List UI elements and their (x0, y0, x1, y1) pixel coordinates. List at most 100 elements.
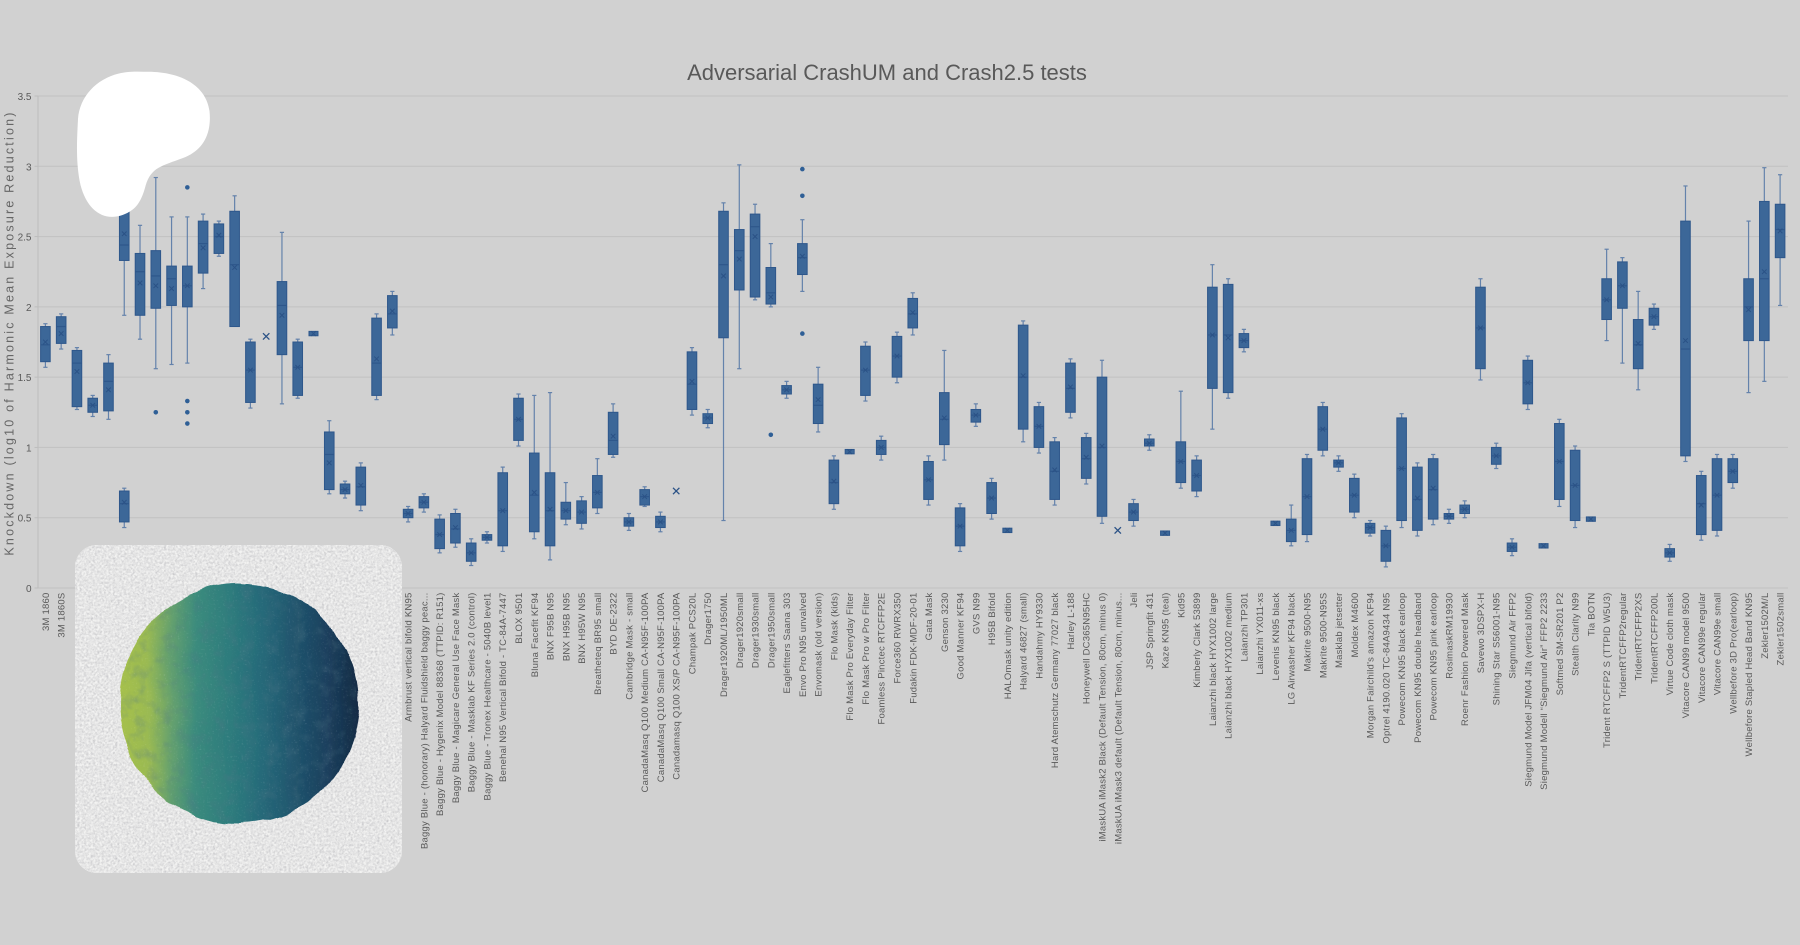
svg-text:Moldex M4600: Moldex M4600 (1350, 593, 1361, 658)
svg-text:Siegmund Modell “Siegmund Air”: Siegmund Modell “Siegmund Air” FFP2 2233 (1539, 593, 1550, 790)
svg-text:Powecom KN95 double headband: Powecom KN95 double headband (1413, 593, 1424, 743)
svg-text:Optrel 4190.020 TC-84A9434 N95: Optrel 4190.020 TC-84A9434 N95 (1381, 593, 1392, 744)
svg-text:TridentRTCFFP2regular: TridentRTCFFP2regular (1618, 593, 1629, 699)
svg-text:LG Airwasher KF94 black: LG Airwasher KF94 black (1287, 592, 1298, 704)
svg-text:Softmed SM-SR201 P2: Softmed SM-SR201 P2 (1555, 593, 1566, 696)
svg-text:GVS N99: GVS N99 (971, 593, 982, 635)
svg-text:Shining Star S56001-N95: Shining Star S56001-N95 (1492, 593, 1503, 706)
svg-text:Savewo 3DSPX-H: Savewo 3DSPX-H (1476, 593, 1487, 674)
svg-text:Envomask (old version): Envomask (old version) (814, 593, 825, 697)
svg-text:BNX H95W N95: BNX H95W N95 (577, 593, 588, 664)
svg-text:Bluna Facefit KF94: Bluna Facefit KF94 (530, 593, 541, 678)
svg-text:Vitacore CAN99e regular: Vitacore CAN99e regular (1697, 593, 1708, 704)
svg-text:Benehal N95 Vertical Bifold -: Benehal N95 Vertical Bifold - TC-84A-744… (498, 593, 509, 782)
svg-text:BYD DE-2322: BYD DE-2322 (609, 593, 620, 655)
svg-text:Zekler1502small: Zekler1502small (1776, 593, 1787, 666)
svg-text:Drager1950small: Drager1950small (766, 593, 777, 669)
svg-text:Laianzhi YX011-xs: Laianzhi YX011-xs (1255, 592, 1266, 674)
svg-text:Baggy Blue - Hygenix Model 883: Baggy Blue - Hygenix Model 88368 (TTPID:… (435, 593, 446, 816)
svg-text:Harley L-188: Harley L-188 (1066, 593, 1077, 650)
svg-text:3M 1860: 3M 1860 (41, 593, 52, 632)
svg-text:Vitacore CAN99e small: Vitacore CAN99e small (1713, 593, 1724, 696)
svg-text:Flo Mask (kids): Flo Mask (kids) (829, 593, 840, 661)
svg-text:Baggy Blue - (honorary) Halyar: Baggy Blue - (honorary) Halyard Fluidshi… (419, 593, 430, 850)
svg-text:Hard Atemschutz Germany 77027: Hard Atemschutz Germany 77027 black (1050, 592, 1061, 768)
svg-text:HALOmask unity edition: HALOmask unity edition (1003, 593, 1014, 700)
svg-text:Foamless Pinctec RTCFFP2E: Foamless Pinctec RTCFFP2E (877, 593, 888, 725)
svg-text:Envo Pro N95 unvalved: Envo Pro N95 unvalved (798, 593, 809, 697)
svg-text:Trident RTCFFP2 S (TTPID W5U3): Trident RTCFFP2 S (TTPID W5U3) (1602, 593, 1613, 748)
svg-text:Powecom KN95 pink earloop: Powecom KN95 pink earloop (1429, 593, 1440, 721)
svg-text:Laianzhi TP301: Laianzhi TP301 (1239, 593, 1250, 662)
svg-text:H95B Bifold: H95B Bifold (987, 593, 998, 646)
svg-text:Wellbefore Stapled Head Band K: Wellbefore Stapled Head Band KN95 (1744, 593, 1755, 757)
svg-text:Laianzhi black HYX1002 large: Laianzhi black HYX1002 large (1208, 593, 1219, 726)
svg-text:Kid95: Kid95 (1176, 593, 1187, 618)
svg-text:Drager1920small: Drager1920small (735, 593, 746, 669)
svg-text:Knockdown (log10 of Harmonic M: Knockdown (log10 of Harmonic Mean Exposu… (3, 110, 17, 555)
svg-text:Flo Mask Pro Everyday Filter: Flo Mask Pro Everyday Filter (845, 593, 856, 721)
svg-text:3: 3 (26, 162, 32, 173)
svg-text:Genson 3230: Genson 3230 (940, 593, 951, 652)
svg-text:Tia BOTN: Tia BOTN (1586, 593, 1597, 637)
svg-text:Makrite 9500-N95S: Makrite 9500-N95S (1318, 593, 1329, 679)
svg-text:Breatheteq BR95 small: Breatheteq BR95 small (593, 593, 604, 695)
svg-text:Kaze KN95 (teal): Kaze KN95 (teal) (1161, 593, 1172, 669)
svg-text:3.5: 3.5 (18, 92, 32, 103)
svg-text:Halyard 46827 (small): Halyard 46827 (small) (1019, 593, 1030, 691)
svg-text:Cambridge Mask - small: Cambridge Mask - small (624, 593, 635, 700)
svg-text:Stealth Clarity N99: Stealth Clarity N99 (1571, 593, 1582, 676)
svg-text:BNX H95B N95: BNX H95B N95 (561, 593, 572, 662)
svg-text:Laianzhi black HYX1002 medium: Laianzhi black HYX1002 medium (1224, 593, 1235, 739)
svg-text:Good Manner KF94: Good Manner KF94 (956, 593, 967, 680)
svg-text:Flo Mask Pro w Pro Filter: Flo Mask Pro w Pro Filter (861, 593, 872, 705)
svg-text:Honeywell DC365N95HC: Honeywell DC365N95HC (1082, 593, 1093, 705)
svg-text:2.5: 2.5 (18, 233, 32, 244)
svg-text:3M 1860S: 3M 1860S (57, 593, 68, 638)
svg-text:RosimaskRM19930: RosimaskRM19930 (1444, 593, 1455, 679)
svg-text:0.5: 0.5 (18, 514, 32, 525)
svg-text:BNX F95B N95: BNX F95B N95 (546, 593, 557, 661)
svg-text:Masklab jetsetter: Masklab jetsetter (1334, 593, 1345, 669)
svg-text:Powecom KN95 black earloop: Powecom KN95 black earloop (1397, 593, 1408, 726)
svg-text:Morgan Fairchild's amazon KF94: Morgan Fairchild's amazon KF94 (1366, 593, 1377, 739)
svg-text:TridentRTCFFP2XS: TridentRTCFFP2XS (1634, 593, 1645, 681)
svg-text:Virtue Code cloth mask: Virtue Code cloth mask (1665, 592, 1676, 695)
svg-text:1.5: 1.5 (18, 373, 32, 384)
svg-text:Vitacore CAN99 model 9500: Vitacore CAN99 model 9500 (1681, 593, 1692, 719)
svg-text:Adversarial CrashUM and Crash2: Adversarial CrashUM and Crash2.5 tests (687, 60, 1087, 85)
svg-text:Handahmy HY9330: Handahmy HY9330 (1034, 593, 1045, 679)
svg-text:Armbrust vertical bifold KN95: Armbrust vertical bifold KN95 (404, 593, 415, 722)
svg-text:Fudakin FDK-MDF-20-01: Fudakin FDK-MDF-20-01 (908, 593, 919, 704)
svg-text:TridentRTCFFP200L: TridentRTCFFP200L (1649, 593, 1660, 684)
svg-text:Eaglefitters Saana 303: Eaglefitters Saana 303 (782, 593, 793, 694)
svg-text:Kimberly Clark 53899: Kimberly Clark 53899 (1192, 593, 1203, 688)
svg-text:Force360 RWRX350: Force360 RWRX350 (892, 593, 903, 684)
svg-text:BLOX 9501: BLOX 9501 (514, 593, 525, 644)
svg-text:1: 1 (26, 443, 32, 454)
svg-text:Baggy Blue - Magicare General: Baggy Blue - Magicare General Use Face M… (451, 592, 462, 803)
svg-text:iMaskUA iMask3 default (Defaul: iMaskUA iMask3 default (Default Tension,… (1113, 593, 1124, 845)
svg-text:Levenis KN95 black: Levenis KN95 black (1271, 592, 1282, 680)
svg-text:Drager1750: Drager1750 (703, 593, 714, 645)
svg-text:Siegmund Model JFM04 Jifa (ver: Siegmund Model JFM04 Jifa (vertical bifo… (1523, 593, 1534, 787)
svg-text:2: 2 (26, 303, 32, 314)
svg-text:CanadaMasq Q100 Medium CA-N95F: CanadaMasq Q100 Medium CA-N95F-100PA (640, 592, 651, 792)
svg-text:CanadaMasq Q100 Small CA-N95F-: CanadaMasq Q100 Small CA-N95F-100PA (656, 592, 667, 782)
svg-text:Baggy Blue - Tronex Healthcare: Baggy Blue - Tronex Healthcare - 5040B l… (482, 593, 493, 801)
svg-text:Drager1920ML/1950ML: Drager1920ML/1950ML (719, 593, 730, 698)
svg-text:Canadamasq Q100 XS/P CA-N95F-1: Canadamasq Q100 XS/P CA-N95F-100PA (672, 592, 683, 780)
svg-text:Champak PCS20L: Champak PCS20L (687, 593, 698, 675)
svg-text:Roenr Fashion Powered Mask: Roenr Fashion Powered Mask (1460, 592, 1471, 726)
svg-text:0: 0 (26, 584, 32, 595)
svg-text:Baggy Blue - Masklab KF Series: Baggy Blue - Masklab KF Series 2.0 (cont… (467, 593, 478, 793)
svg-text:Wellbefore 3D Pro(earloop): Wellbefore 3D Pro(earloop) (1728, 593, 1739, 714)
svg-text:JSP Springfit 431: JSP Springfit 431 (1145, 593, 1156, 670)
svg-text:Makrite 9500-N95: Makrite 9500-N95 (1303, 593, 1314, 672)
svg-text:Drager1930small: Drager1930small (751, 593, 762, 669)
svg-text:Zekler1502M/L: Zekler1502M/L (1760, 593, 1771, 659)
svg-text:iMaskUA iMask2 Black (Default: iMaskUA iMask2 Black (Default Tension, 8… (1097, 593, 1108, 842)
svg-text:Jeli: Jeli (1129, 593, 1140, 608)
svg-text:Gata Mask: Gata Mask (924, 592, 935, 640)
svg-text:Siegmund Air FFP2: Siegmund Air FFP2 (1508, 593, 1519, 679)
